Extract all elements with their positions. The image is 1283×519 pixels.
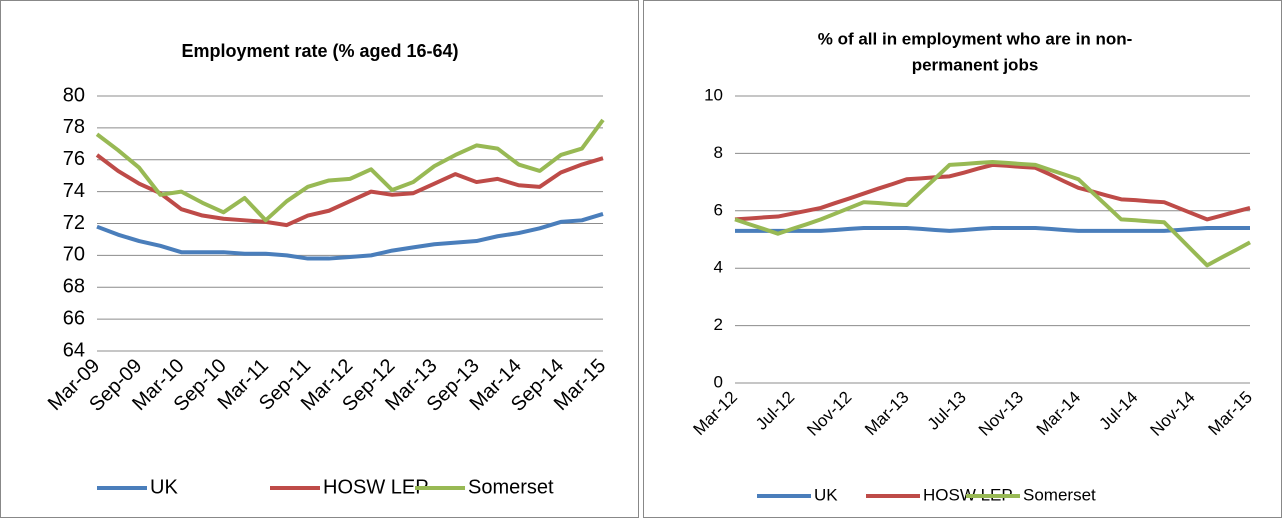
y-tick-label: 8: [714, 143, 723, 162]
y-tick-label: 64: [63, 339, 85, 361]
y-tick-label: 2: [714, 315, 723, 334]
chart-title: % of all in employment who are in non-: [818, 29, 1133, 48]
legend-label: UK: [150, 476, 178, 498]
x-tick-label: Mar-12: [689, 388, 741, 440]
y-tick-label: 66: [63, 307, 85, 329]
panel-frame: [0, 0, 639, 518]
y-tick-label: 68: [63, 276, 85, 298]
x-tick-label: Mar-15: [1204, 388, 1256, 440]
x-tick-label: Mar-14: [1033, 388, 1085, 440]
x-tick-label: Nov-14: [1147, 388, 1199, 440]
panel-frame: [643, 0, 1282, 518]
x-tick-label: Jul-12: [752, 388, 798, 434]
chart-title: Employment rate (% aged 16-64): [181, 41, 458, 61]
y-tick-label: 0: [714, 372, 723, 391]
legend-label: HOSW LEP: [323, 476, 429, 498]
y-tick-label: 76: [63, 148, 85, 170]
y-tick-label: 4: [714, 258, 723, 277]
x-tick-label: Nov-13: [975, 388, 1027, 440]
y-tick-label: 74: [63, 180, 85, 202]
y-tick-label: 10: [704, 85, 723, 104]
x-tick-label: Jul-13: [924, 388, 970, 434]
series-line: [95, 118, 605, 223]
series-line: [735, 226, 1250, 233]
y-tick-label: 72: [63, 212, 85, 234]
chart-title: permanent jobs: [912, 55, 1039, 74]
y-tick-label: 6: [714, 200, 723, 219]
x-tick-label: Jul-14: [1095, 388, 1141, 434]
x-tick-label: Mar-13: [861, 388, 913, 440]
y-tick-label: 78: [63, 116, 85, 138]
legend-label: Somerset: [468, 476, 554, 498]
y-tick-label: 70: [63, 244, 85, 266]
legend-label: UK: [814, 485, 838, 504]
series-line: [95, 153, 604, 228]
y-tick-label: 80: [63, 84, 85, 106]
series-line: [96, 212, 604, 261]
series-line: [734, 160, 1251, 268]
x-tick-label: Nov-12: [803, 388, 855, 440]
series-line: [734, 162, 1251, 222]
legend-label: Somerset: [1023, 485, 1096, 504]
